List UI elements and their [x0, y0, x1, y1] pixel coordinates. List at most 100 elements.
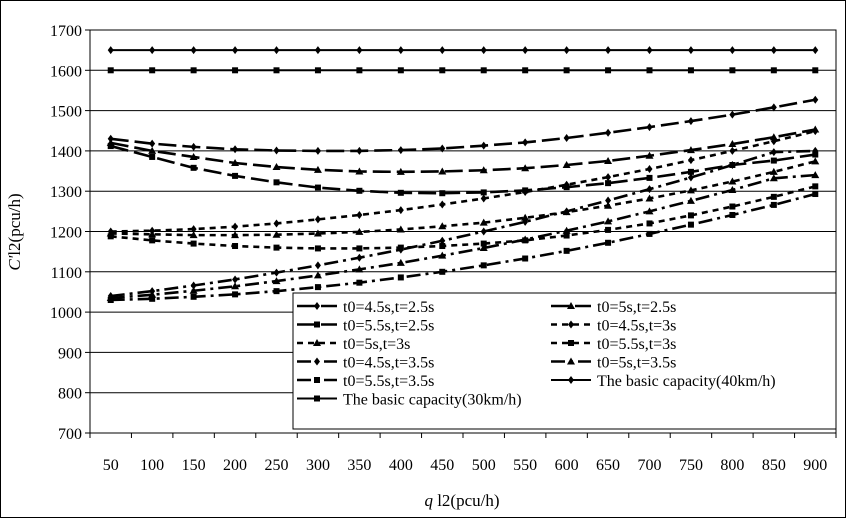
data-point [439, 190, 445, 196]
data-point [688, 212, 694, 218]
x-tick-label: 400 [389, 457, 413, 474]
legend-label: The basic capacity(40km/h) [597, 373, 776, 390]
data-point [812, 67, 818, 73]
data-point [812, 191, 818, 197]
data-point [108, 297, 114, 303]
legend-label: The basic capacity(30km/h) [343, 392, 522, 409]
x-tick-label: 200 [223, 457, 247, 474]
data-point [149, 296, 155, 302]
data-point [688, 67, 694, 73]
data-point [356, 67, 362, 73]
data-point [315, 185, 321, 191]
legend-label: t0=4.5s,t=3.5s [343, 355, 434, 372]
data-point [356, 280, 362, 286]
legend-label: t0=5s,t=3s [343, 336, 410, 353]
legend-label: t0=5.5s,t=2.5s [343, 318, 434, 335]
data-point [771, 158, 777, 164]
data-point [771, 202, 777, 208]
y-tick-label: 900 [58, 345, 82, 362]
x-tick-label: 550 [513, 457, 537, 474]
legend-label: t0=4.5s,t=2.5s [343, 299, 434, 316]
y-axis-label: C'l2(pcu/h) [5, 193, 24, 270]
data-point [398, 190, 404, 196]
data-point [481, 67, 487, 73]
data-point [439, 269, 445, 275]
data-point [149, 67, 155, 73]
x-tick-label: 850 [762, 457, 786, 474]
x-axis-label: q l2(pcu/h) [424, 491, 499, 510]
data-point [191, 67, 197, 73]
legend-label: t0=5s,t=2.5s [597, 299, 676, 316]
x-tick-label: 800 [720, 457, 744, 474]
data-point [149, 237, 155, 243]
x-tick-label: 250 [265, 457, 289, 474]
y-tick-label: 700 [58, 426, 82, 443]
data-point [647, 231, 653, 237]
data-point [688, 222, 694, 228]
data-point [356, 245, 362, 251]
data-point [191, 294, 197, 300]
legend-marker [314, 377, 320, 383]
y-tick-label: 1200 [50, 225, 82, 242]
data-point [315, 284, 321, 290]
legend-label: t0=5.5s,t=3.5s [343, 373, 434, 390]
data-point [522, 67, 528, 73]
x-tick-label: 650 [596, 457, 620, 474]
legend-label: t0=5.5s,t=3s [597, 336, 676, 353]
y-tick-label: 1300 [50, 184, 82, 201]
y-tick-label: 1500 [50, 104, 82, 121]
data-point [812, 183, 818, 189]
data-point [605, 67, 611, 73]
data-point [108, 67, 114, 73]
legend-marker [314, 396, 320, 402]
x-tick-label: 750 [679, 457, 703, 474]
data-point [232, 173, 238, 179]
y-tick-label: 1600 [50, 63, 82, 80]
data-point [274, 67, 280, 73]
data-point [398, 67, 404, 73]
x-tick-label: 600 [555, 457, 579, 474]
data-point [108, 233, 114, 239]
data-point [149, 154, 155, 160]
data-point [647, 175, 653, 181]
data-point [771, 194, 777, 200]
data-point [398, 274, 404, 280]
x-tick-label: 50 [103, 457, 119, 474]
x-tick-label: 450 [430, 457, 454, 474]
y-tick-label: 1100 [51, 265, 82, 282]
y-tick-label: 800 [58, 386, 82, 403]
data-point [729, 67, 735, 73]
legend: t0=4.5s,t=2.5s t0=5s,t=2.5s t0=5.5s,t=2.5s… [293, 293, 836, 429]
x-tick-label: 300 [306, 457, 330, 474]
y-tick-label: 1000 [50, 305, 82, 322]
legend-marker [314, 322, 320, 328]
data-point [108, 143, 114, 149]
legend-marker [568, 340, 574, 346]
x-tick-label: 700 [638, 457, 662, 474]
x-tick-label: 100 [140, 457, 164, 474]
data-point [274, 245, 280, 251]
data-point [191, 241, 197, 247]
data-point [564, 248, 570, 254]
data-point [522, 256, 528, 262]
data-point [191, 165, 197, 171]
x-tick-label: 500 [472, 457, 496, 474]
data-point [356, 188, 362, 194]
data-point [729, 212, 735, 218]
legend-label: t0=5s,t=3.5s [597, 355, 676, 372]
data-point [605, 240, 611, 246]
y-tick-label: 1700 [50, 23, 82, 40]
data-point [315, 67, 321, 73]
data-point [771, 67, 777, 73]
data-point [232, 291, 238, 297]
legend-label: t0=4.5s,t=3s [597, 318, 676, 335]
x-tick-label: 150 [182, 457, 206, 474]
data-point [564, 67, 570, 73]
data-point [481, 262, 487, 268]
data-point [647, 220, 653, 226]
data-point [605, 227, 611, 233]
data-point [274, 288, 280, 294]
